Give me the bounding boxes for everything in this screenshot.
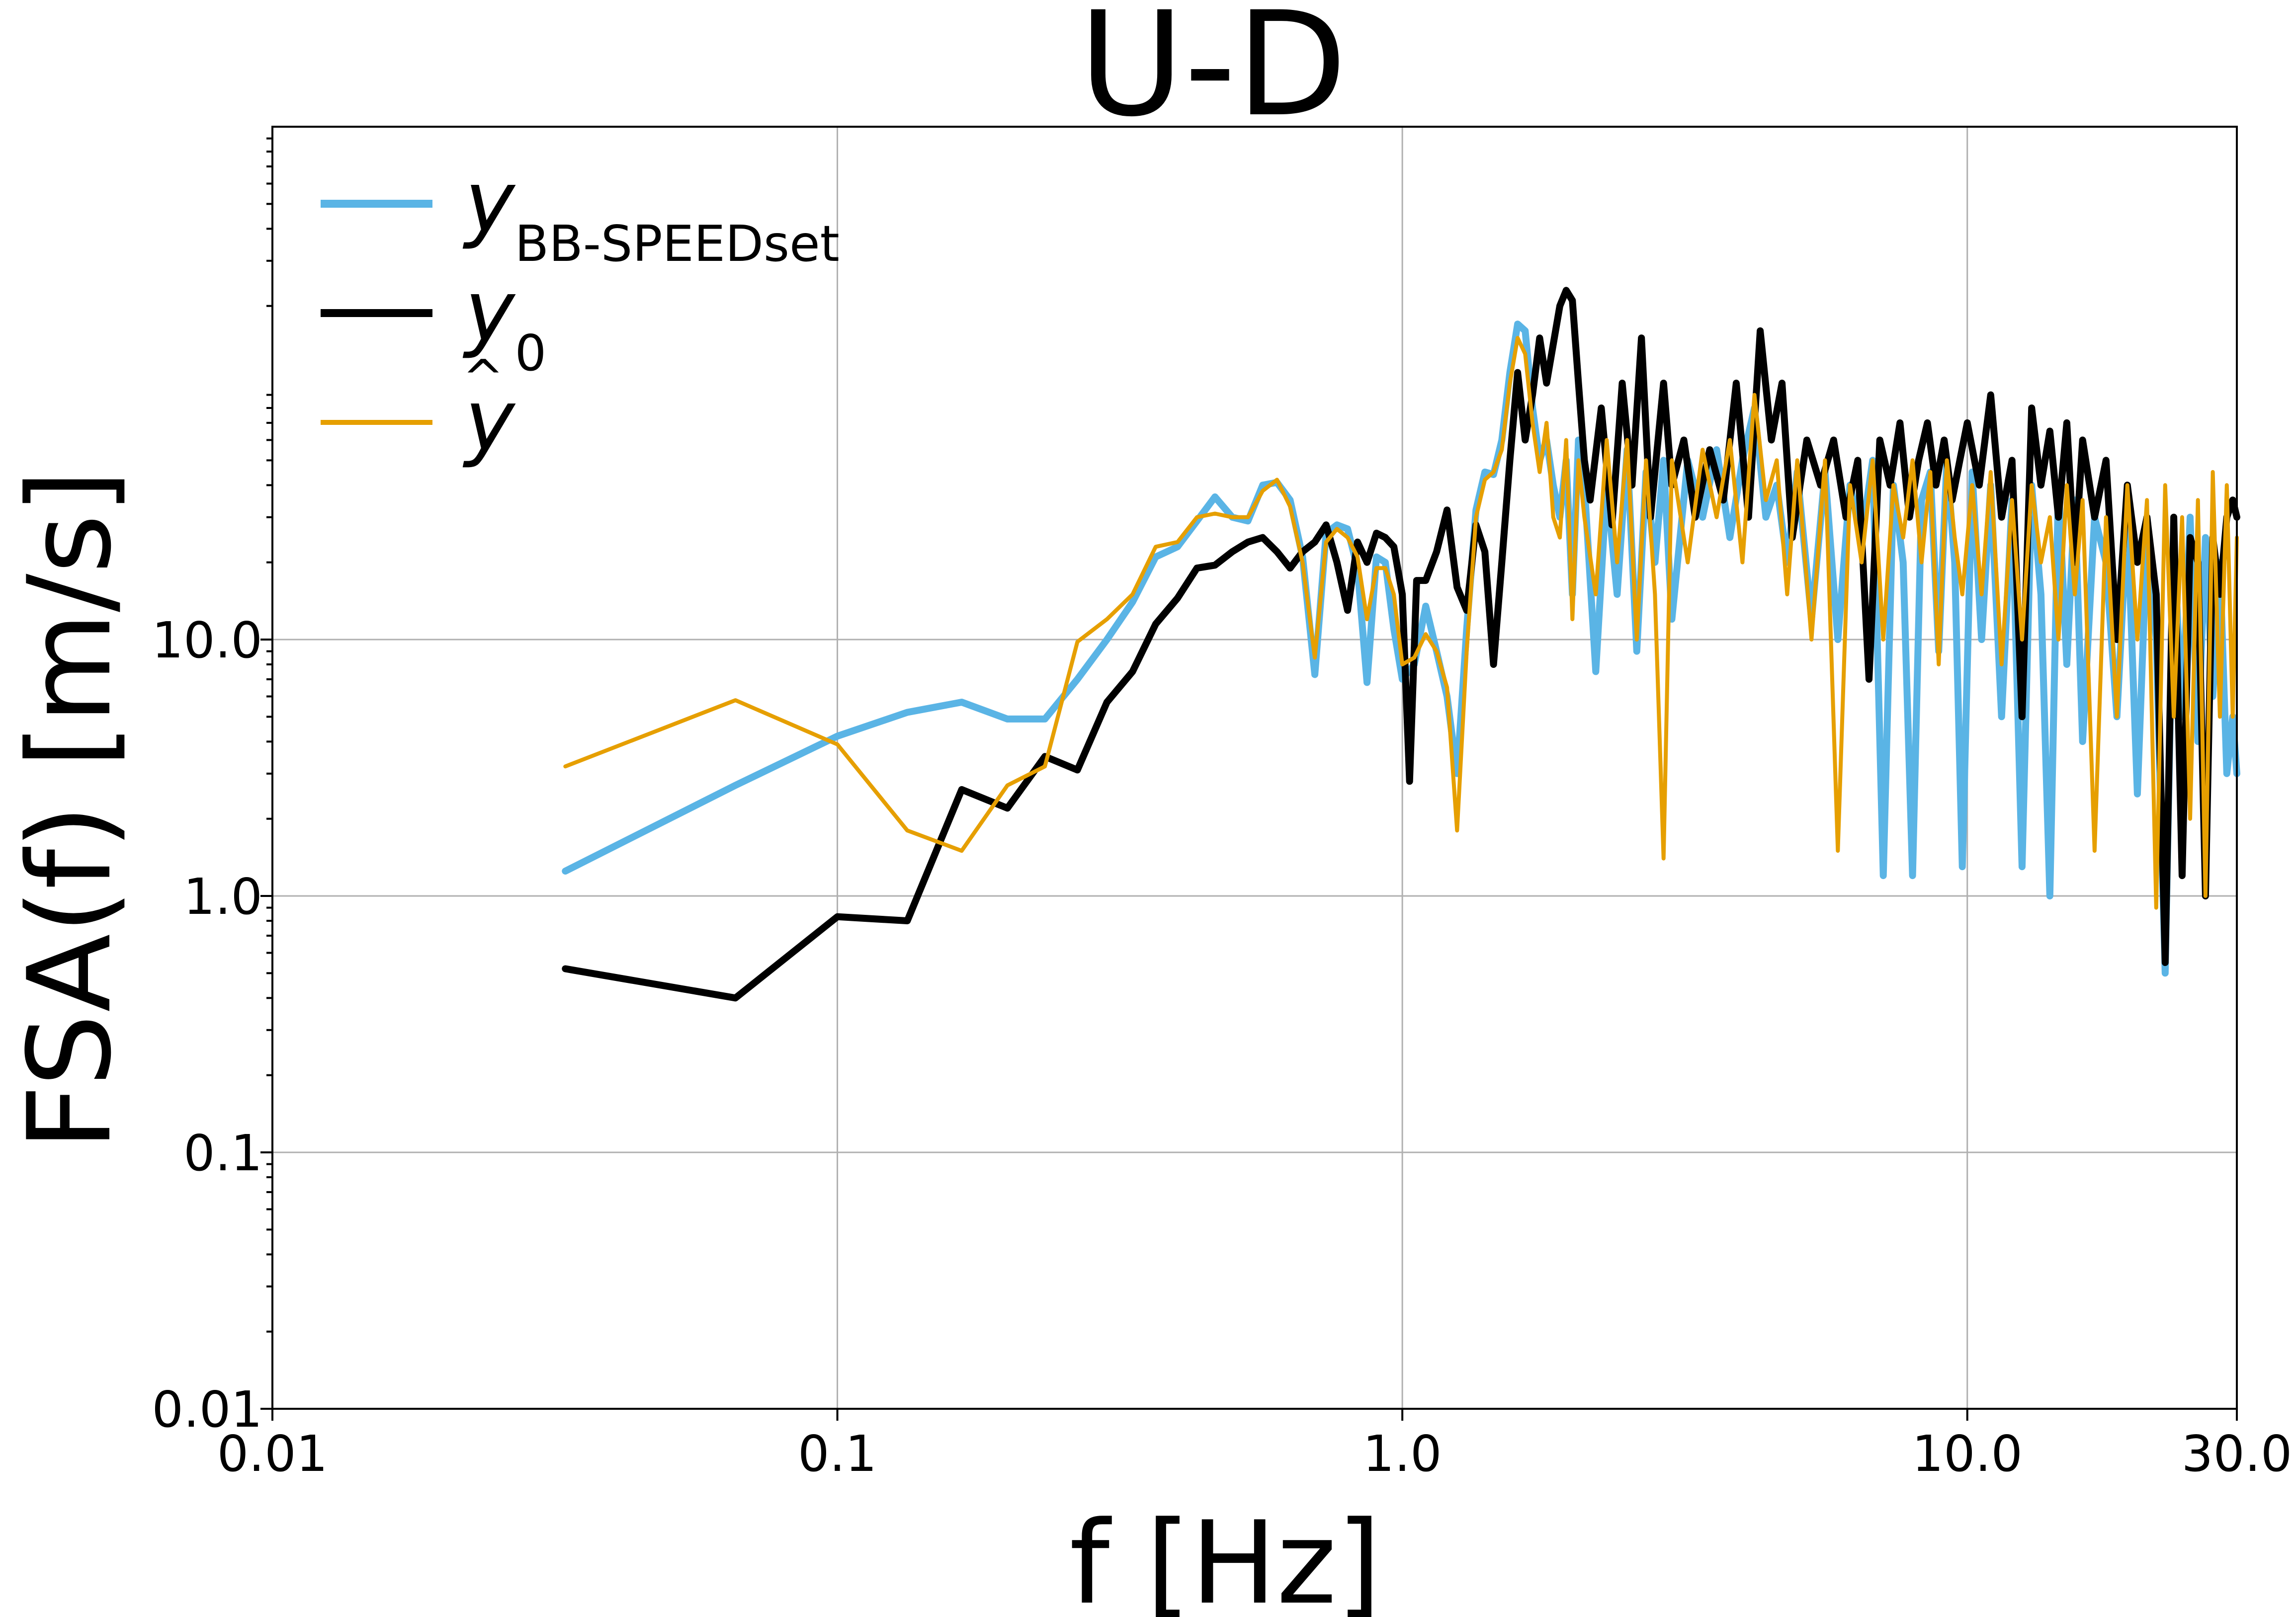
y-tick-label: 0.01 bbox=[152, 1380, 262, 1439]
legend-label: yBB-SPEEDset bbox=[462, 153, 840, 273]
tick-labels: 0.01 0.1 1.0 10.0 30.0 0.01 0.1 1.0 10.0 bbox=[152, 611, 2292, 1483]
series-line-y0 bbox=[562, 287, 2240, 1002]
plot-frame bbox=[271, 126, 2238, 1410]
legend-label: y bbox=[462, 372, 516, 470]
y-tick-label: 1.0 bbox=[183, 868, 262, 926]
legend-entry-yhat: y^ bbox=[321, 349, 516, 470]
legend-subscript: BB-SPEEDset bbox=[515, 215, 840, 273]
legend-subscript: 0 bbox=[515, 324, 547, 382]
legend-entry-bb-speedset: yBB-SPEEDset bbox=[321, 153, 840, 273]
x-tick-label: 0.1 bbox=[798, 1425, 877, 1483]
y-tick-label: 0.1 bbox=[183, 1124, 262, 1182]
chart-title: U-D bbox=[1079, 0, 1347, 149]
x-tick-label: 0.01 bbox=[217, 1425, 328, 1483]
x-tick-label: 1.0 bbox=[1363, 1425, 1442, 1483]
series-line-yhat bbox=[563, 336, 2239, 910]
legend-entry-y0: y0 bbox=[321, 262, 546, 382]
x-tick-label: 10.0 bbox=[1912, 1425, 2023, 1483]
legend-hat-accent: ^ bbox=[462, 349, 504, 407]
x-axis-label: f [Hz] bbox=[1069, 1497, 1381, 1617]
y-axis-label: FSA(f) [m/s] bbox=[4, 470, 137, 1150]
y-tick-label: 10.0 bbox=[152, 611, 262, 669]
x-tick-label: 30.0 bbox=[2182, 1425, 2293, 1483]
major-ticks bbox=[260, 639, 2238, 1421]
series-lines bbox=[562, 287, 2240, 1002]
